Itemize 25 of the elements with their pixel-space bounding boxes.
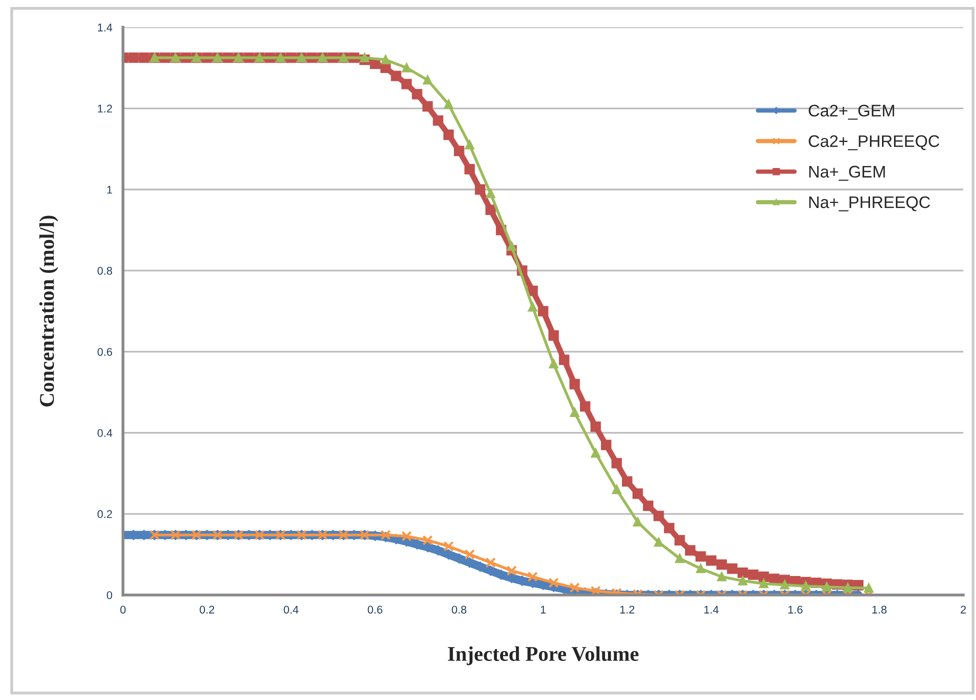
y-tick-label: 0.8 — [98, 266, 112, 275]
y-axis-title: Concentration (mol/l) — [39, 216, 58, 406]
y-tick-label: 0.6 — [98, 348, 112, 356]
x-tick-label: 1.4 — [704, 606, 719, 614]
y-tick-label: 0 — [106, 591, 112, 600]
x-tick-label: 1.8 — [872, 606, 887, 614]
x-tick-label: 1.2 — [620, 606, 634, 614]
legend-label: Na+_GEM — [809, 166, 885, 181]
legend-label: Na+_PHREEQC — [809, 196, 930, 212]
y-tick-label: 0.4 — [98, 429, 112, 437]
y-tick-label: 1.4 — [98, 24, 112, 32]
x-tick-label: 0.6 — [368, 606, 382, 614]
x-tick-label: 1.6 — [788, 606, 802, 614]
x-axis-title: Injected Pore Volume — [448, 646, 638, 666]
x-tick-label: 0.2 — [200, 606, 214, 614]
y-tick-label: 1.2 — [98, 104, 112, 112]
x-tick-label: 0.4 — [284, 606, 298, 614]
x-tick-label: 0 — [120, 606, 126, 614]
x-tick-label: 1 — [540, 606, 546, 614]
legend-label: Ca2+_GEM — [808, 104, 894, 120]
y-tick-label: 0.2 — [98, 510, 112, 518]
x-tick-label: 2 — [960, 606, 966, 614]
x-tick-label: 0.8 — [452, 606, 466, 614]
y-tick-label: 1 — [107, 186, 112, 194]
legend-label: Ca2+_PHREEQC — [808, 135, 940, 150]
